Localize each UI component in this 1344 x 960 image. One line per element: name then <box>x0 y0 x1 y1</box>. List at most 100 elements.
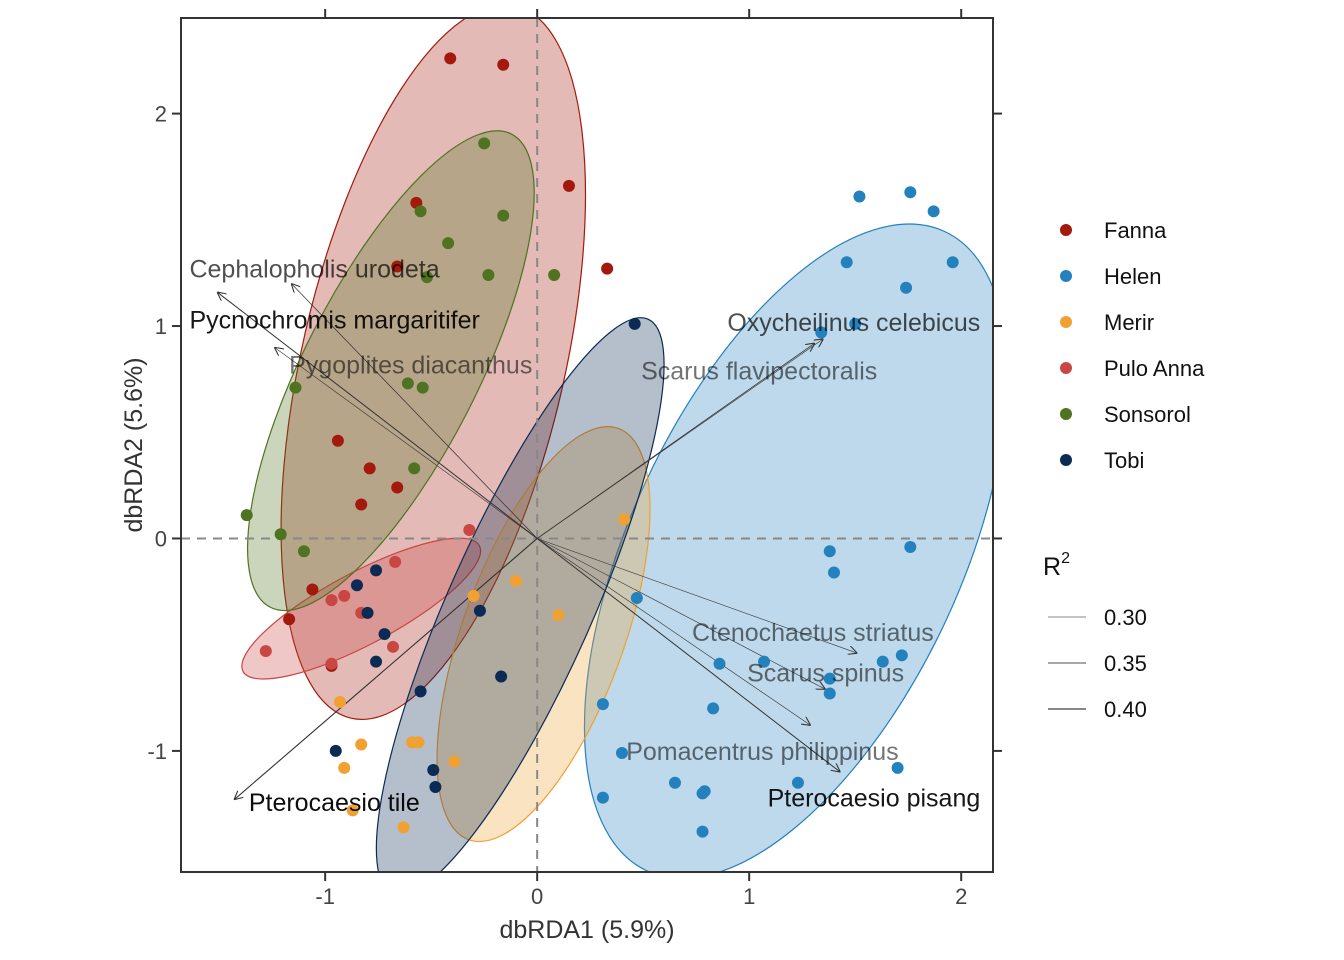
point-helen <box>946 256 959 269</box>
legend: Fanna Helen Merir Pulo Anna Sonsorol Tobi R2 0.… <box>1043 218 1205 722</box>
point-fanna <box>562 179 575 192</box>
legend-r2-title: R2 <box>1043 550 1070 581</box>
arrow-scarus-spinus <box>537 538 825 689</box>
point-tobi <box>628 317 641 330</box>
panel-border <box>180 17 994 873</box>
point-fanna <box>306 583 319 596</box>
point-pulo-anna <box>325 594 338 607</box>
point-fanna <box>391 260 404 273</box>
zero-lines <box>181 18 993 872</box>
point-sonsorol <box>416 381 429 394</box>
point-fanna <box>497 58 510 71</box>
point-tobi <box>414 685 427 698</box>
point-helen <box>823 545 836 558</box>
ellipse-sonsorol <box>246 130 535 612</box>
point-helen <box>849 317 862 330</box>
point-fanna <box>601 262 614 275</box>
point-fanna <box>355 498 368 511</box>
point-helen <box>630 591 643 604</box>
ellipse-fanna <box>280 18 587 721</box>
point-helen <box>904 186 917 199</box>
site-points <box>240 52 959 838</box>
point-tobi <box>370 564 383 577</box>
legend-r2-label: 0.35 <box>1104 651 1147 676</box>
legend-label-merir: Merir <box>1104 310 1154 335</box>
point-sonsorol <box>297 545 310 558</box>
legend-label-tobi: Tobi <box>1104 448 1144 473</box>
label-pygoplites-diacanthus: Pygoplites diacanthus <box>289 351 532 379</box>
ellipse-helen <box>583 223 993 872</box>
arrow-ctenochaetus-striatus <box>537 538 857 653</box>
point-helen <box>707 702 720 715</box>
label-pterocaesio-tile: Pterocaesio tile <box>249 789 420 817</box>
label-pterocaesio-pisang: Pterocaesio pisang <box>768 785 981 813</box>
arrow-cephalopholis-urodeta <box>291 284 538 539</box>
y-tick-label: 2 <box>155 102 167 127</box>
x-tick-label: 0 <box>531 884 543 909</box>
point-helen <box>615 747 628 760</box>
point-helen <box>758 655 771 668</box>
point-merir <box>618 513 631 526</box>
point-fanna <box>444 52 457 65</box>
point-helen <box>827 566 840 579</box>
legend-swatch-helen <box>1060 270 1072 282</box>
y-axis-title: dbRDA2 (5.6%) <box>120 357 148 532</box>
point-merir <box>355 738 368 751</box>
label-pycnochromis-margaritifer: Pycnochromis margaritifer <box>189 307 479 335</box>
point-sonsorol <box>478 137 491 150</box>
point-merir <box>448 755 461 768</box>
point-sonsorol <box>240 509 253 522</box>
axis-ticks: -1 0 1 2 -1 0 1 2 <box>147 9 1002 909</box>
point-pulo-anna <box>463 523 476 536</box>
point-helen <box>853 190 866 203</box>
arrow-pterocaesio-pisang <box>536 538 840 772</box>
point-helen <box>823 672 836 685</box>
point-fanna <box>391 481 404 494</box>
legend-swatch-merir <box>1060 316 1072 328</box>
point-helen <box>891 761 904 774</box>
point-merir <box>346 804 359 817</box>
point-merir <box>397 821 410 834</box>
point-helen <box>900 281 913 294</box>
legend-r2-label: 0.30 <box>1104 605 1147 630</box>
y-tick-label: 0 <box>155 526 167 551</box>
point-tobi <box>361 606 374 619</box>
legend-swatch-pulo-anna <box>1060 362 1072 374</box>
point-merir <box>334 696 347 709</box>
point-helen <box>895 649 908 662</box>
point-tobi <box>350 579 363 592</box>
point-sonsorol <box>548 269 561 282</box>
label-pomacentrus-philippinus: Pomacentrus philippinus <box>626 738 898 766</box>
point-sonsorol <box>497 209 510 222</box>
species-labels: Cephalopholis urodeta Pycnochromis margar… <box>189 256 980 817</box>
point-tobi <box>427 764 440 777</box>
point-helen <box>596 698 609 711</box>
legend-swatch-fanna <box>1060 224 1072 236</box>
point-sonsorol <box>420 271 433 284</box>
arrow-scarus-flavipectoralis <box>537 339 823 539</box>
x-tick-label: -1 <box>315 884 335 909</box>
legend-label-fanna: Fanna <box>1104 218 1167 243</box>
point-helen <box>696 825 709 838</box>
arrow-pycnochromis-margaritifer <box>217 292 538 539</box>
point-tobi <box>473 604 486 617</box>
label-scarus-flavipectoralis: Scarus flavipectoralis <box>641 358 877 386</box>
point-fanna <box>331 434 344 447</box>
point-merir <box>509 574 522 587</box>
point-helen <box>713 657 726 670</box>
point-helen <box>596 791 609 804</box>
point-helen <box>668 776 681 789</box>
point-pulo-anna <box>259 645 272 658</box>
legend-label-sonsorol: Sonsorol <box>1104 402 1191 427</box>
legend-swatch-tobi <box>1060 454 1072 466</box>
arrow-pomacentrus-philippinus <box>537 538 810 725</box>
point-pulo-anna <box>389 555 402 568</box>
point-helen <box>927 205 940 218</box>
point-pulo-anna <box>387 640 400 653</box>
point-merir <box>467 589 480 602</box>
point-fanna <box>363 462 376 475</box>
point-helen <box>904 540 917 553</box>
x-tick-label: 2 <box>955 884 967 909</box>
point-pulo-anna <box>325 657 338 670</box>
point-sonsorol <box>414 205 427 218</box>
